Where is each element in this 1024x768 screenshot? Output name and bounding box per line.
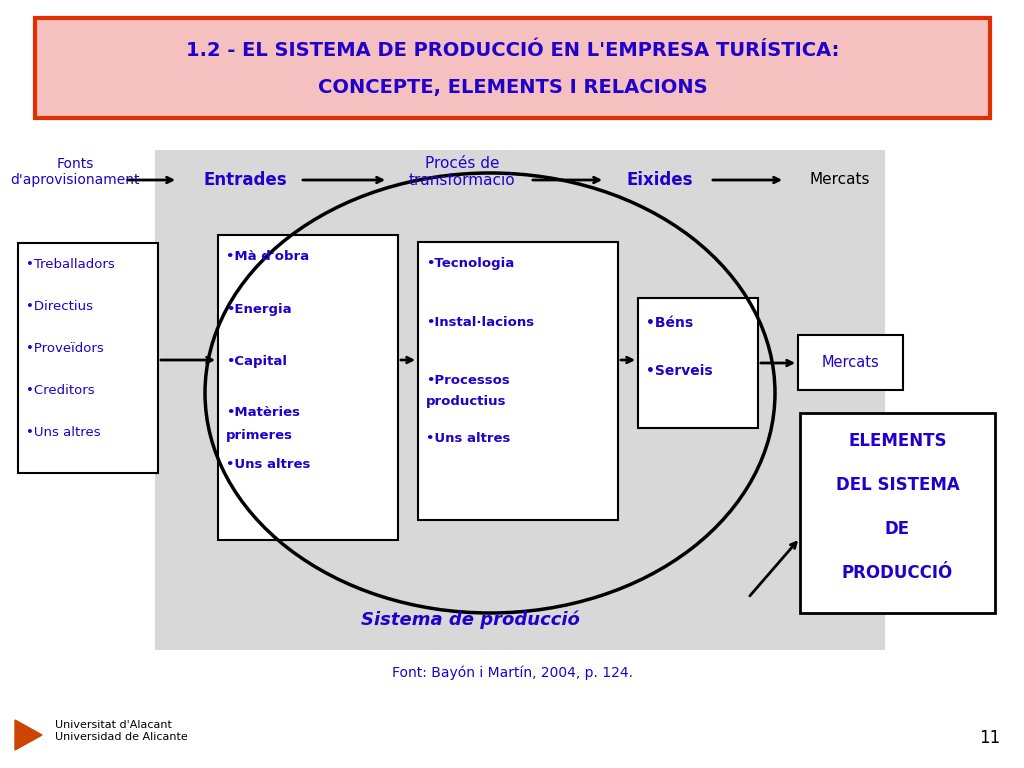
Text: Mercats: Mercats xyxy=(810,173,870,187)
FancyBboxPatch shape xyxy=(155,150,885,650)
Text: Mercats: Mercats xyxy=(821,355,880,370)
Text: •Instal·lacions: •Instal·lacions xyxy=(426,316,535,329)
Text: •Uns altres: •Uns altres xyxy=(26,426,100,439)
FancyBboxPatch shape xyxy=(18,243,158,473)
Text: •Serveis: •Serveis xyxy=(646,364,713,378)
Text: primeres: primeres xyxy=(226,429,293,442)
Text: PRODUCCIÓ: PRODUCCIÓ xyxy=(842,564,953,582)
Text: CONCEPTE, ELEMENTS I RELACIONS: CONCEPTE, ELEMENTS I RELACIONS xyxy=(317,78,708,98)
Text: •Proveïdors: •Proveïdors xyxy=(26,343,103,356)
Text: •Processos: •Processos xyxy=(426,373,510,386)
Text: •Creditors: •Creditors xyxy=(26,385,94,398)
Text: •Energia: •Energia xyxy=(226,303,292,316)
FancyBboxPatch shape xyxy=(35,18,990,118)
Text: 1.2 - EL SISTEMA DE PRODUCCIÓ EN L'EMPRESA TURÍSTICA:: 1.2 - EL SISTEMA DE PRODUCCIÓ EN L'EMPRE… xyxy=(185,41,840,61)
Text: Eixides: Eixides xyxy=(627,171,693,189)
FancyBboxPatch shape xyxy=(800,413,995,613)
Text: Sistema de producció: Sistema de producció xyxy=(360,611,580,629)
Text: Universitat d'Alacant
Universidad de Alicante: Universitat d'Alacant Universidad de Ali… xyxy=(55,720,187,742)
Text: Entrades: Entrades xyxy=(203,171,287,189)
Text: DE: DE xyxy=(885,520,910,538)
FancyBboxPatch shape xyxy=(418,242,618,520)
Text: Font: Bayón i Martín, 2004, p. 124.: Font: Bayón i Martín, 2004, p. 124. xyxy=(391,666,633,680)
Text: Procés de
transformació: Procés de transformació xyxy=(409,156,515,188)
FancyBboxPatch shape xyxy=(218,235,398,540)
Text: productius: productius xyxy=(426,396,507,409)
Text: DEL SISTEMA: DEL SISTEMA xyxy=(836,476,959,494)
Text: Fonts
d'aprovisionament: Fonts d'aprovisionament xyxy=(10,157,139,187)
Text: •Uns altres: •Uns altres xyxy=(226,458,310,472)
Text: 11: 11 xyxy=(979,729,1000,747)
Text: ELEMENTS: ELEMENTS xyxy=(848,432,947,450)
Text: •Tecnologia: •Tecnologia xyxy=(426,257,514,270)
Text: •Matèries: •Matèries xyxy=(226,406,300,419)
Text: •Capital: •Capital xyxy=(226,355,287,368)
FancyBboxPatch shape xyxy=(798,335,903,390)
Text: •Directius: •Directius xyxy=(26,300,93,313)
Polygon shape xyxy=(15,720,42,750)
Text: •Treballadors: •Treballadors xyxy=(26,259,115,272)
Text: •Mà d'obra: •Mà d'obra xyxy=(226,250,309,263)
Text: •Uns altres: •Uns altres xyxy=(426,432,510,445)
FancyBboxPatch shape xyxy=(638,298,758,428)
Text: •Béns: •Béns xyxy=(646,316,693,330)
